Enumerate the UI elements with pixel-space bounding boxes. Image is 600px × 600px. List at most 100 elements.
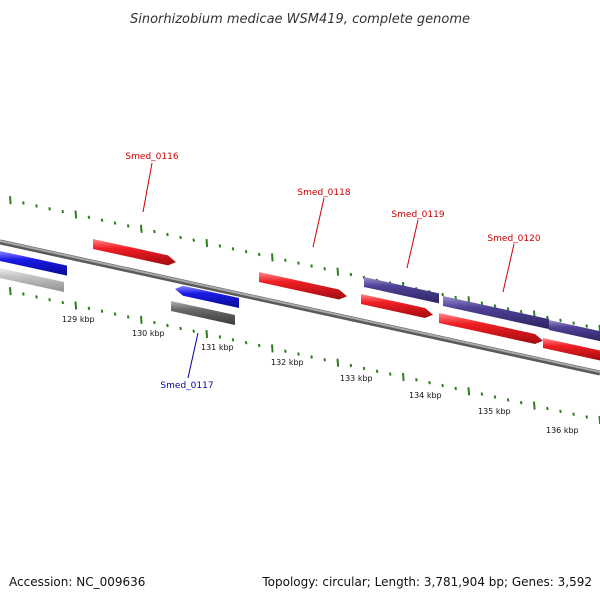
gene-reverse-0117b[interactable]	[171, 301, 235, 325]
lower-tick	[428, 381, 431, 385]
upper-tick	[22, 201, 25, 205]
lower-tick	[271, 344, 274, 353]
upper-tick	[310, 264, 313, 268]
upper-tick	[231, 247, 235, 251]
lower-tick	[35, 295, 38, 299]
gene-label-smed-0120[interactable]: Smed_0120	[487, 234, 540, 244]
lower-tick	[100, 309, 104, 313]
upper-tick	[297, 261, 300, 265]
lower-tick	[244, 341, 248, 345]
upper-tick	[559, 318, 562, 322]
lower-tick	[310, 355, 313, 359]
tick-label-132: 132 kbp	[271, 358, 304, 367]
leader-smed-0120	[502, 243, 515, 293]
upper-tick	[323, 267, 326, 271]
leader-smed-0119	[406, 219, 419, 269]
tick-label-131: 131 kbp	[201, 343, 234, 352]
gene-label-smed-0117[interactable]: Smed_0117	[160, 381, 213, 391]
lower-tick	[506, 398, 510, 402]
gene-label-smed-0119[interactable]: Smed_0119	[391, 210, 444, 220]
upper-tick	[546, 315, 549, 320]
tick-label-133: 133 kbp	[340, 374, 373, 383]
lower-tick	[441, 383, 444, 388]
lower-tick	[257, 343, 261, 348]
gene-forward-0121[interactable]	[549, 320, 600, 342]
gene-reverse-left[interactable]	[0, 251, 67, 276]
gene-reverse-left-b[interactable]	[0, 268, 64, 292]
lower-tick	[323, 358, 326, 362]
lower-tick	[9, 287, 12, 296]
lower-tick	[61, 300, 64, 305]
upper-tick	[153, 229, 156, 234]
upper-tick	[61, 209, 64, 214]
upper-tick	[572, 321, 575, 325]
tick-label-134: 134 kbp	[409, 391, 442, 400]
lower-tick	[140, 315, 143, 324]
tick-row-lower	[9, 287, 600, 424]
gene-label-smed-0118[interactable]: Smed_0118	[297, 188, 350, 198]
gene-smed-0117[interactable]	[175, 285, 239, 308]
gene-forward-0120b[interactable]	[439, 313, 543, 344]
upper-tick	[585, 324, 588, 328]
lower-tick	[388, 372, 392, 376]
lower-tick	[74, 301, 78, 310]
gene-smed-0119[interactable]	[364, 277, 439, 304]
lower-tick	[402, 372, 405, 382]
lower-tick	[205, 330, 209, 339]
lower-tick	[153, 320, 156, 325]
lower-tick	[126, 315, 130, 319]
leader-smed-0116	[142, 162, 153, 213]
lower-tick	[22, 292, 25, 296]
lower-tick	[349, 363, 353, 368]
upper-tick	[454, 295, 457, 300]
upper-tick	[284, 258, 287, 262]
upper-tick	[205, 239, 209, 248]
upper-tick	[140, 224, 143, 233]
gene-smed-0120[interactable]	[443, 296, 549, 330]
map-title: Sinorhizobium medicae WSM419, complete g…	[130, 12, 470, 27]
lower-tick	[375, 369, 379, 373]
gene-labels: Smed_0116 Smed_0117 Smed_0118 Smed_0119 …	[125, 152, 540, 391]
backbone-highlight	[0, 240, 600, 373]
upper-tick	[506, 307, 510, 311]
upper-tick	[480, 301, 484, 305]
upper-tick	[48, 207, 51, 211]
lower-tick	[231, 338, 235, 342]
lower-tick	[166, 323, 169, 328]
upper-tick	[192, 238, 195, 242]
genome-summary-text: Topology: circular; Length: 3,781,904 bp…	[261, 575, 592, 589]
lower-tick	[572, 412, 575, 416]
lower-tick	[454, 386, 457, 391]
upper-tick	[257, 252, 261, 257]
lower-tick	[297, 352, 300, 356]
lower-tick	[218, 335, 222, 339]
lower-tick	[113, 312, 117, 316]
lower-tick	[493, 395, 497, 399]
lower-tick	[415, 378, 418, 382]
tick-label-135: 135 kbp	[478, 407, 511, 416]
gene-smed-0116[interactable]	[93, 239, 176, 266]
upper-tick	[87, 215, 91, 219]
upper-tick	[244, 250, 248, 254]
gene-smed-0118[interactable]	[259, 272, 347, 300]
tick-label-129: 129 kbp	[62, 315, 95, 324]
lower-tick	[192, 329, 195, 333]
upper-tick	[113, 221, 117, 225]
upper-tick	[35, 204, 38, 208]
upper-tick	[166, 232, 169, 237]
gene-features	[0, 239, 600, 361]
upper-tick	[9, 196, 12, 205]
gene-leaders	[142, 162, 515, 379]
upper-tick	[519, 310, 523, 314]
lower-tick	[336, 358, 340, 367]
lower-tick	[480, 392, 484, 396]
lower-tick	[533, 401, 536, 410]
upper-tick	[441, 292, 444, 297]
lower-tick	[48, 298, 51, 302]
gene-label-smed-0116[interactable]: Smed_0116	[125, 152, 178, 162]
gene-forward-0121b[interactable]	[543, 338, 600, 361]
upper-tick	[349, 272, 353, 277]
gene-forward-0119b[interactable]	[361, 294, 433, 318]
lower-tick	[284, 349, 287, 353]
